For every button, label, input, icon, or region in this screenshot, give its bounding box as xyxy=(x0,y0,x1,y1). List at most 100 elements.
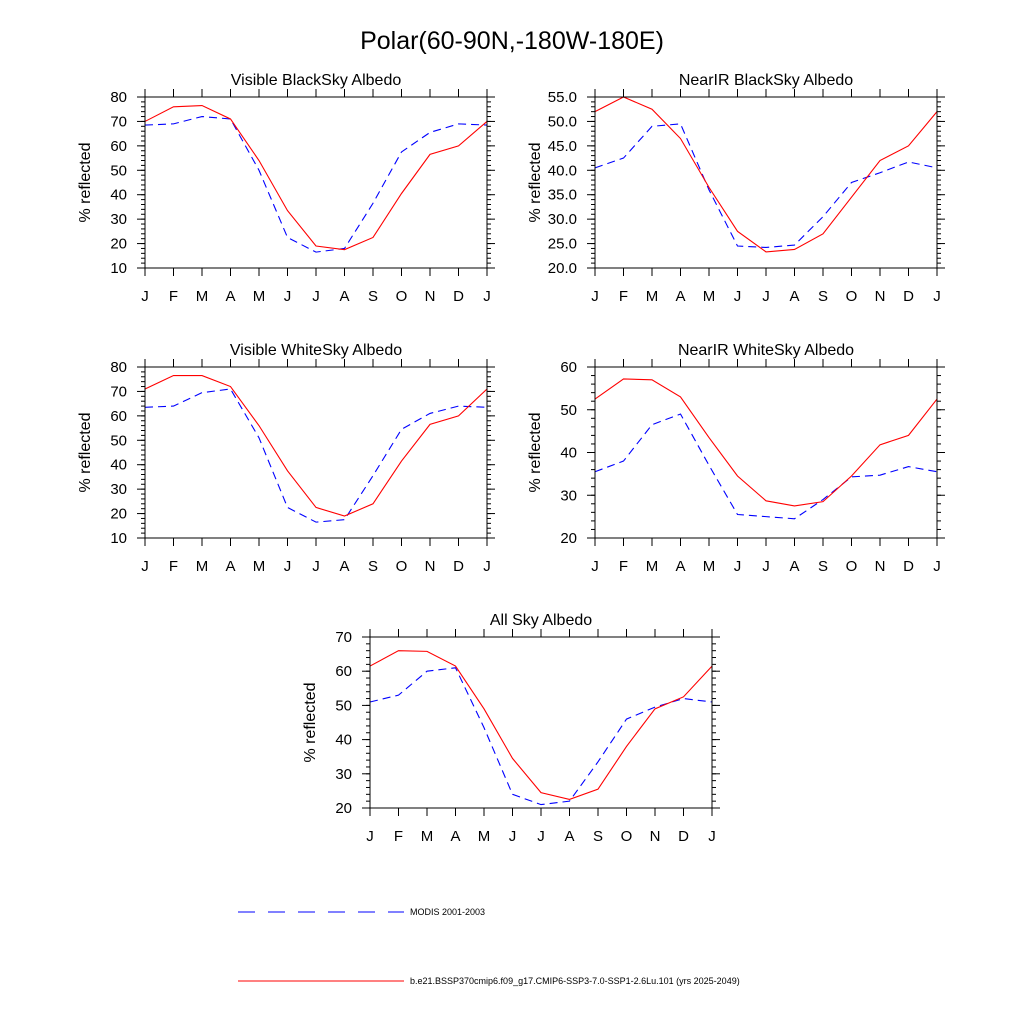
x-tick-label: D xyxy=(903,288,914,305)
x-tick-label: N xyxy=(425,558,436,575)
y-tick-label: 60 xyxy=(110,138,127,155)
y-tick-label: 30 xyxy=(110,481,127,498)
x-tick-label: M xyxy=(703,288,716,305)
series-line-modis xyxy=(144,388,488,523)
y-tick-label: 40 xyxy=(560,445,577,462)
x-tick-label: J xyxy=(141,558,149,575)
panel-visible-whitesky-albedo: Visible WhiteSky Albedo % reflected 10 20 30… xyxy=(77,342,495,575)
y-axis-label: % reflected xyxy=(527,412,544,492)
x-tick-label: J xyxy=(591,288,599,305)
legend-label-modis: MODIS 2001-2003 xyxy=(410,907,485,917)
y-tick-label: 40.0 xyxy=(548,162,577,179)
x-tick-label: M xyxy=(196,288,209,305)
plot-frame xyxy=(144,366,488,539)
series-line-model xyxy=(144,374,488,517)
y-tick-label: 50.0 xyxy=(548,113,577,130)
x-tick-label: A xyxy=(564,828,574,845)
y-tick-label: 40 xyxy=(335,732,352,749)
x-tick-label: D xyxy=(903,558,914,575)
x-tick-label: S xyxy=(818,288,828,305)
series-line-modis xyxy=(594,123,938,249)
panel-title: NearIR WhiteSky Albedo xyxy=(678,342,854,359)
x-tick-label: S xyxy=(593,828,603,845)
legend-label-model: b.e21.BSSP370cmip6.f09_g17.CMIP6-SSP3-7.… xyxy=(410,976,740,986)
x-tick-label: J xyxy=(537,828,545,845)
x-tick-label: N xyxy=(875,288,886,305)
figure-title: Polar(60-90N,-180W-180E) xyxy=(360,27,664,55)
x-tick-label: J xyxy=(284,288,292,305)
x-tick-label: F xyxy=(169,558,178,575)
x-tick-label: J xyxy=(734,288,742,305)
x-tick-label: N xyxy=(875,558,886,575)
x-tick-label: J xyxy=(141,288,149,305)
x-tick-label: M xyxy=(478,828,491,845)
x-tick-label: J xyxy=(366,828,374,845)
x-tick-label: D xyxy=(678,828,689,845)
x-tick-label: J xyxy=(312,288,320,305)
x-tick-label: F xyxy=(619,288,628,305)
x-tick-label: A xyxy=(675,558,685,575)
x-tick-label: A xyxy=(789,288,799,305)
y-tick-label: 70 xyxy=(335,629,352,646)
x-tick-label: S xyxy=(818,558,828,575)
y-tick-label: 60 xyxy=(335,663,352,680)
panel-nearir-blacksky-albedo: NearIR BlackSky Albedo % reflected 20.0 25.… xyxy=(527,72,945,305)
y-tick-label: 60 xyxy=(110,408,127,425)
series-line-modis xyxy=(369,667,713,806)
y-tick-label: 50 xyxy=(335,697,352,714)
x-tick-label: F xyxy=(619,558,628,575)
x-tick-label: J xyxy=(933,288,941,305)
y-tick-label: 55.0 xyxy=(548,89,577,106)
panel-title: Visible BlackSky Albedo xyxy=(231,72,402,89)
x-tick-label: D xyxy=(453,558,464,575)
x-tick-label: N xyxy=(650,828,661,845)
x-tick-label: A xyxy=(225,558,235,575)
plot-frame xyxy=(594,366,938,539)
series-line-model xyxy=(144,104,488,251)
x-tick-label: A xyxy=(225,288,235,305)
x-tick-label: J xyxy=(509,828,517,845)
y-tick-label: 30 xyxy=(110,211,127,228)
y-tick-label: 10 xyxy=(110,260,127,277)
x-tick-label: J xyxy=(483,288,491,305)
y-tick-label: 45.0 xyxy=(548,138,577,155)
x-tick-label: M xyxy=(421,828,434,845)
panel-all-sky-albedo: All Sky Albedo % reflected 20 30 40 50 60 70 J F M… xyxy=(302,612,720,845)
y-tick-label: 20.0 xyxy=(548,260,577,277)
panel-title: All Sky Albedo xyxy=(490,612,592,629)
y-tick-label: 80 xyxy=(110,89,127,106)
x-tick-label: N xyxy=(425,288,436,305)
y-axis-label: % reflected xyxy=(77,142,94,222)
series-line-model xyxy=(369,650,713,801)
x-tick-label: M xyxy=(196,558,209,575)
x-tick-label: O xyxy=(846,288,858,305)
x-tick-label: O xyxy=(396,558,408,575)
plot-frame xyxy=(369,636,713,809)
y-axis-label: % reflected xyxy=(302,682,319,762)
panel-visible-blacksky-albedo: Visible BlackSky Albedo % reflected 10 20 30… xyxy=(77,72,495,305)
y-tick-label: 25.0 xyxy=(548,236,577,253)
x-tick-label: J xyxy=(312,558,320,575)
x-tick-label: M xyxy=(253,288,266,305)
y-axis-label: % reflected xyxy=(77,412,94,492)
x-tick-label: S xyxy=(368,288,378,305)
x-tick-label: M xyxy=(646,288,659,305)
y-tick-label: 40 xyxy=(110,457,127,474)
x-tick-label: O xyxy=(846,558,858,575)
x-tick-label: J xyxy=(933,558,941,575)
y-tick-label: 30 xyxy=(335,766,352,783)
plot-frame xyxy=(594,96,938,269)
y-tick-label: 50 xyxy=(560,402,577,419)
panel-nearir-whitesky-albedo: NearIR WhiteSky Albedo % reflected 20 30 40 5… xyxy=(527,342,945,575)
x-tick-label: A xyxy=(339,288,349,305)
x-tick-label: S xyxy=(368,558,378,575)
x-tick-label: J xyxy=(762,288,770,305)
y-tick-label: 50 xyxy=(110,162,127,179)
y-tick-label: 30 xyxy=(560,487,577,504)
x-tick-label: M xyxy=(703,558,716,575)
x-tick-label: A xyxy=(339,558,349,575)
y-tick-label: 80 xyxy=(110,359,127,376)
y-tick-label: 50 xyxy=(110,432,127,449)
x-tick-label: J xyxy=(591,558,599,575)
series-line-modis xyxy=(144,115,488,253)
